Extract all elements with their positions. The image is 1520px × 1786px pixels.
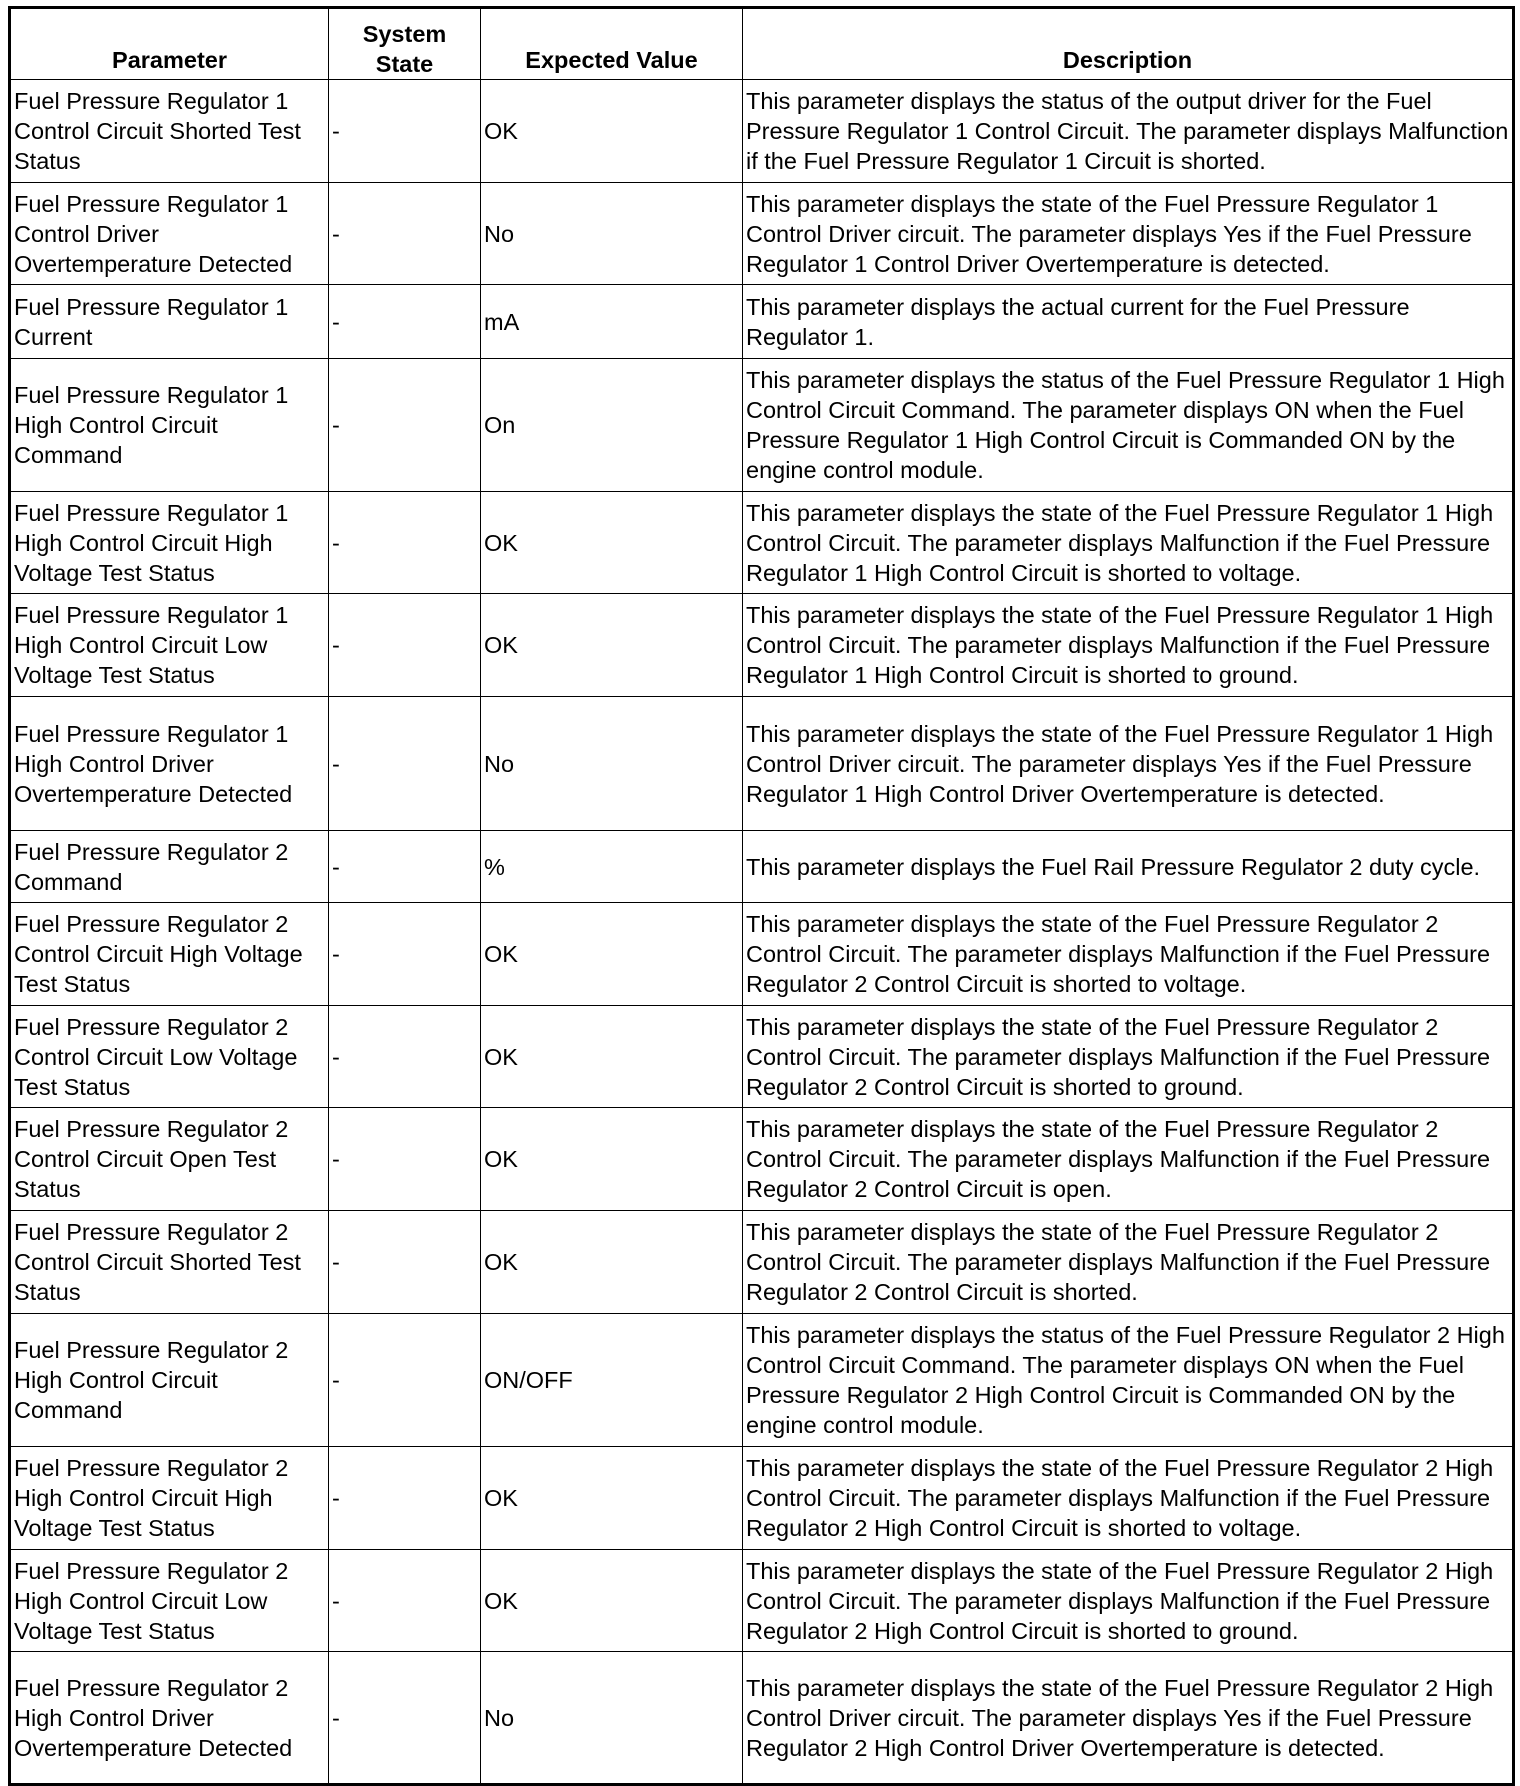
expected-value-cell: On (480, 358, 743, 492)
system-state-cell: - (328, 1210, 481, 1314)
expected-value-cell: OK (480, 79, 743, 183)
parameter-cell: Fuel Pressure Regulator 1 High Control D… (9, 696, 329, 831)
header-system-state: System State (328, 7, 481, 80)
header-expected-value: Expected Value (480, 7, 743, 80)
parameter-cell: Fuel Pressure Regulator 1 High Control C… (9, 358, 329, 492)
description-cell: This parameter displays the actual curre… (742, 284, 1514, 359)
description-cell: This parameter displays the state of the… (742, 1107, 1514, 1211)
system-state-cell: - (328, 593, 481, 697)
table-row: Fuel Pressure Regulator 1 Current - mA This… (9, 284, 1514, 359)
header-row: Parameter System State Expected Value De… (9, 7, 1514, 80)
description-cell: This parameter displays the Fuel Rail Pr… (742, 830, 1514, 903)
parameter-cell: Fuel Pressure Regulator 2 Control Circui… (9, 1210, 329, 1314)
system-state-cell: - (328, 1446, 481, 1550)
table-row: Fuel Pressure Regulator 2 High Control D… (9, 1651, 1514, 1785)
description-cell: This parameter displays the state of the… (742, 902, 1514, 1006)
system-state-cell: - (328, 696, 481, 831)
expected-value-cell: OK (480, 1549, 743, 1652)
table-row: Fuel Pressure Regulator 2 Control Circui… (9, 1005, 1514, 1108)
parameter-cell: Fuel Pressure Regulator 1 Current (9, 284, 329, 359)
system-state-cell: - (328, 182, 481, 285)
table-row: Fuel Pressure Regulator 1 Control Circui… (9, 79, 1514, 183)
table-row: Fuel Pressure Regulator 2 High Control C… (9, 1549, 1514, 1652)
system-state-cell: - (328, 1651, 481, 1785)
table-row: Fuel Pressure Regulator 2 High Control C… (9, 1313, 1514, 1447)
parameter-cell: Fuel Pressure Regulator 2 High Control C… (9, 1446, 329, 1550)
system-state-cell: - (328, 1005, 481, 1108)
table-row: Fuel Pressure Regulator 1 High Control C… (9, 491, 1514, 594)
expected-value-cell: OK (480, 1005, 743, 1108)
parameter-cell: Fuel Pressure Regulator 2 Command (9, 830, 329, 903)
expected-value-cell: OK (480, 1446, 743, 1550)
system-state-cell: - (328, 491, 481, 594)
system-state-cell: - (328, 79, 481, 183)
parameter-cell: Fuel Pressure Regulator 1 High Control C… (9, 491, 329, 594)
system-state-cell: - (328, 1313, 481, 1447)
description-cell: This parameter displays the state of the… (742, 696, 1514, 831)
system-state-cell: - (328, 284, 481, 359)
expected-value-cell: ON/OFF (480, 1313, 743, 1447)
parameter-cell: Fuel Pressure Regulator 2 Control Circui… (9, 1107, 329, 1211)
expected-value-cell: No (480, 696, 743, 831)
description-cell: This parameter displays the state of the… (742, 1549, 1514, 1652)
expected-value-cell: % (480, 830, 743, 903)
description-cell: This parameter displays the state of the… (742, 1651, 1514, 1785)
parameter-cell: Fuel Pressure Regulator 2 Control Circui… (9, 1005, 329, 1108)
table-row: Fuel Pressure Regulator 1 High Control D… (9, 696, 1514, 831)
table-row: Fuel Pressure Regulator 1 Control Driver… (9, 182, 1514, 285)
system-state-cell: - (328, 830, 481, 903)
system-state-cell: - (328, 1107, 481, 1211)
expected-value-cell: OK (480, 1107, 743, 1211)
description-cell: This parameter displays the state of the… (742, 593, 1514, 697)
table-row: Fuel Pressure Regulator 2 High Control C… (9, 1446, 1514, 1550)
expected-value-cell: mA (480, 284, 743, 359)
parameter-cell: Fuel Pressure Regulator 2 Control Circui… (9, 902, 329, 1006)
header-parameter: Parameter (9, 7, 329, 80)
description-cell: This parameter displays the status of th… (742, 358, 1514, 492)
description-cell: This parameter displays the state of the… (742, 182, 1514, 285)
description-cell: This parameter displays the status of th… (742, 79, 1514, 183)
parameter-cell: Fuel Pressure Regulator 1 High Control C… (9, 593, 329, 697)
description-cell: This parameter displays the state of the… (742, 1005, 1514, 1108)
description-cell: This parameter displays the state of the… (742, 1446, 1514, 1550)
expected-value-cell: OK (480, 593, 743, 697)
table-row: Fuel Pressure Regulator 2 Command -% This … (9, 830, 1514, 903)
description-cell: This parameter displays the state of the… (742, 1210, 1514, 1314)
parameter-cell: Fuel Pressure Regulator 2 High Control C… (9, 1313, 329, 1447)
description-cell: This parameter displays the status of th… (742, 1313, 1514, 1447)
expected-value-cell: OK (480, 902, 743, 1006)
table-row: Fuel Pressure Regulator 2 Control Circui… (9, 902, 1514, 1006)
header-description: Description (742, 7, 1514, 80)
system-state-cell: - (328, 358, 481, 492)
parameter-cell: Fuel Pressure Regulator 2 High Control D… (9, 1651, 329, 1785)
expected-value-cell: No (480, 182, 743, 285)
table-row: Fuel Pressure Regulator 1 High Control C… (9, 593, 1514, 697)
description-cell: This parameter displays the state of the… (742, 491, 1514, 594)
system-state-cell: - (328, 1549, 481, 1652)
expected-value-cell: OK (480, 491, 743, 594)
expected-value-cell: No (480, 1651, 743, 1785)
parameter-table: Parameter System State Expected Value De… (8, 6, 1515, 1786)
table-row: Fuel Pressure Regulator 2 Control Circui… (9, 1210, 1514, 1314)
table-row: Fuel Pressure Regulator 1 High Control C… (9, 358, 1514, 492)
parameter-cell: Fuel Pressure Regulator 2 High Control C… (9, 1549, 329, 1652)
parameter-cell: Fuel Pressure Regulator 1 Control Circui… (9, 79, 329, 183)
parameter-cell: Fuel Pressure Regulator 1 Control Driver… (9, 182, 329, 285)
expected-value-cell: OK (480, 1210, 743, 1314)
table-row: Fuel Pressure Regulator 2 Control Circui… (9, 1107, 1514, 1211)
system-state-cell: - (328, 902, 481, 1006)
